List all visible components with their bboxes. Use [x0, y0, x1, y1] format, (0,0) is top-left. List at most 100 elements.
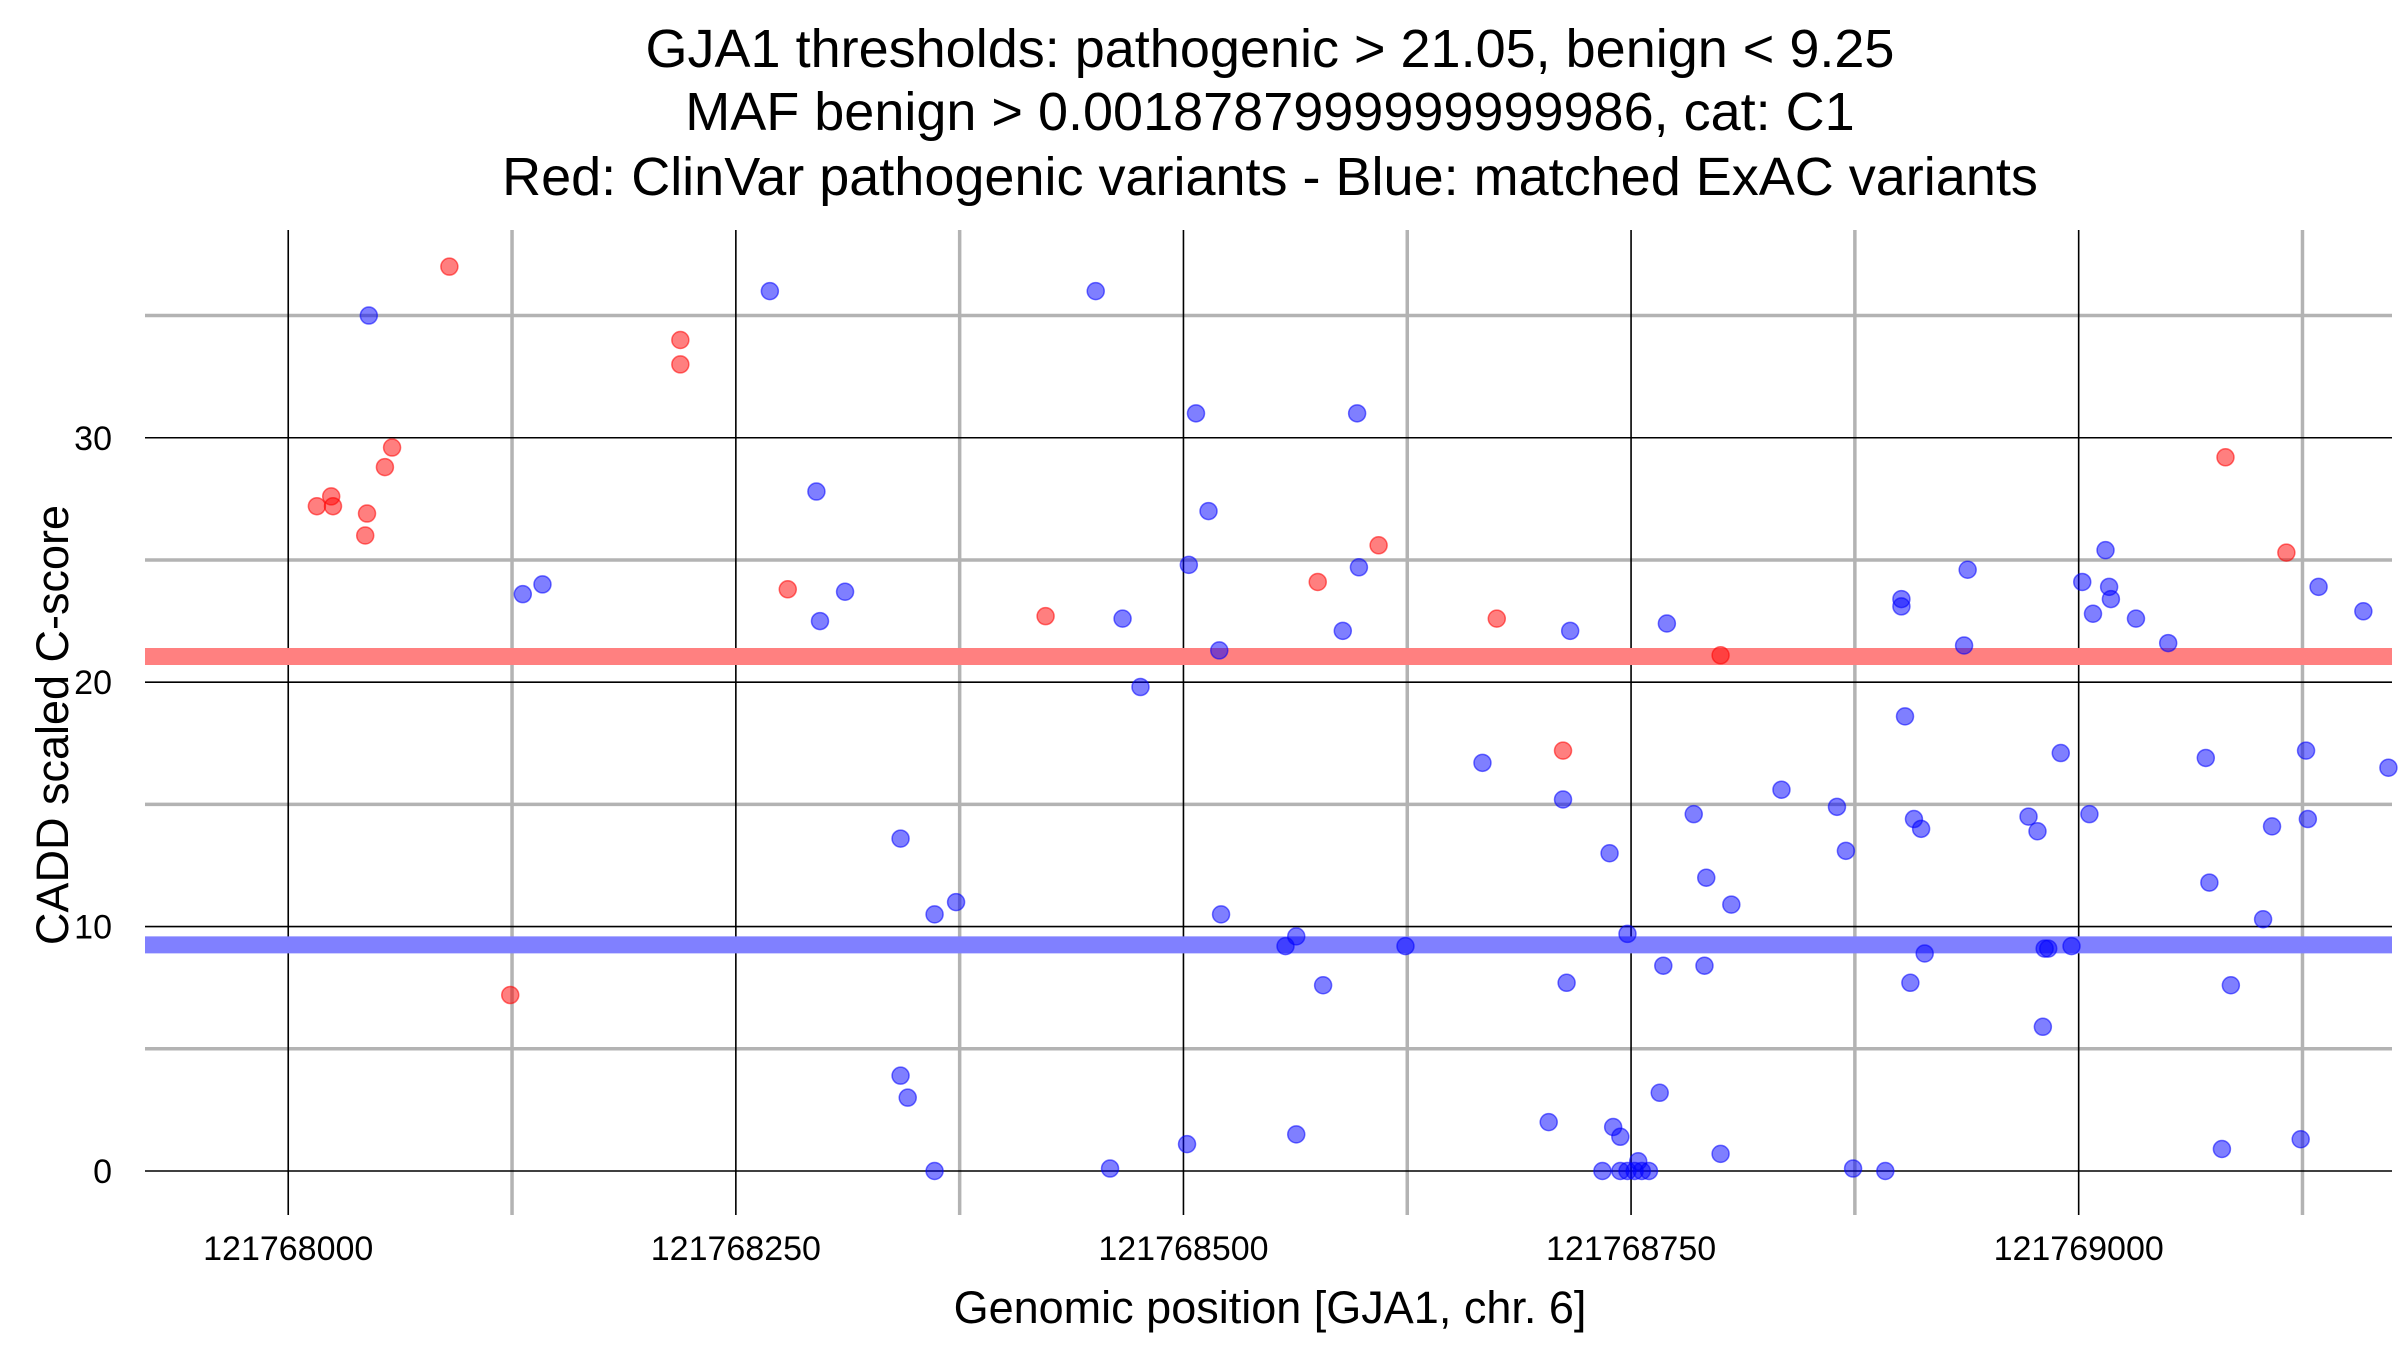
pathogenic-point — [2277, 543, 2296, 562]
exac-point — [1349, 558, 1369, 577]
pathogenic-point — [1036, 606, 1055, 626]
exac-point — [1618, 924, 1637, 944]
exac-point — [1843, 1159, 1863, 1178]
exac-point — [1772, 780, 1791, 799]
pathogenic-point — [323, 496, 343, 516]
x-axis-ticks: 121768000 121768250 121768500 121768750 1217… — [203, 1230, 2164, 1268]
exac-point — [2221, 975, 2241, 995]
exac-point — [2291, 1129, 2310, 1149]
exac-point — [1654, 956, 1673, 975]
title-line-2: MAF benign > 0.0018787999999999986, cat:… — [685, 82, 1854, 142]
exac-point — [1287, 1125, 1306, 1144]
y-tick-label: 30 — [74, 420, 112, 458]
exac-point — [1113, 609, 1132, 628]
exac-point — [2019, 807, 2038, 826]
data-points — [307, 257, 2398, 1181]
exac-point — [2354, 602, 2373, 621]
pathogenic-point — [1711, 646, 1730, 665]
exac-point — [1396, 936, 1415, 956]
exac-point — [2379, 758, 2398, 777]
pathogenic-point — [2216, 448, 2235, 467]
pathogenic-point — [357, 504, 377, 523]
exac-point — [2200, 873, 2219, 892]
exac-point — [1086, 281, 1105, 301]
exac-point — [1177, 1134, 1197, 1154]
exac-point — [359, 306, 379, 325]
exac-point — [1836, 841, 1856, 861]
exac-point — [1684, 804, 1703, 824]
exac-point — [1210, 641, 1229, 660]
exac-point — [1560, 621, 1580, 641]
exac-point — [2033, 1017, 2053, 1037]
exac-point — [2309, 577, 2328, 597]
exac-point — [1954, 636, 1974, 655]
title-line-1: GJA1 thresholds: pathogenic > 21.05, ben… — [646, 19, 1895, 79]
exac-point — [2262, 817, 2282, 836]
exac-point — [1611, 1127, 1630, 1147]
exac-point — [1911, 819, 1931, 839]
exac-point — [2096, 540, 2115, 560]
exac-point — [1895, 707, 1915, 726]
exac-point — [891, 1066, 910, 1085]
pathogenic-point — [500, 985, 520, 1005]
exac-point — [835, 582, 855, 601]
exac-point — [1199, 501, 1218, 521]
exac-point — [1901, 973, 1920, 993]
exac-point — [1100, 1159, 1120, 1178]
exac-point — [1695, 956, 1714, 975]
x-tick-label: 121769000 — [1994, 1230, 2164, 1268]
exac-point — [1600, 844, 1619, 863]
exac-point — [2253, 910, 2273, 929]
exac-point — [1593, 1161, 1612, 1181]
exac-point — [946, 892, 966, 912]
y-tick-label: 20 — [74, 664, 112, 702]
exac-point — [1186, 404, 1206, 423]
exac-point — [2051, 743, 2071, 763]
exac-point — [2028, 822, 2047, 841]
exac-point — [807, 482, 826, 501]
exac-point — [1313, 975, 1333, 995]
x-tick-label: 121768500 — [1098, 1230, 1268, 1268]
exac-point — [1697, 868, 1716, 887]
exac-series — [359, 281, 2398, 1181]
pathogenic-point — [1487, 609, 1507, 628]
exac-point — [2196, 748, 2216, 768]
exac-point — [2212, 1139, 2232, 1159]
exac-point — [2296, 741, 2316, 760]
title-line-3: Red: ClinVar pathogenic variants - Blue:… — [502, 147, 2038, 207]
exac-point — [513, 584, 533, 604]
pathogenic-point — [375, 457, 395, 477]
exac-point — [898, 1088, 917, 1107]
exac-point — [1876, 1161, 1895, 1181]
x-tick-label: 121768750 — [1546, 1230, 1716, 1268]
pathogenic-point — [1369, 536, 1388, 555]
exac-point — [1958, 560, 1977, 579]
pathogenic-point — [355, 526, 375, 545]
x-axis-title: Genomic position [GJA1, chr. 6] — [954, 1282, 1587, 1333]
pathogenic-point — [778, 580, 798, 599]
exac-point — [1347, 404, 1367, 423]
exac-point — [1539, 1112, 1558, 1132]
exac-point — [1657, 614, 1677, 633]
pathogenic-point — [671, 330, 690, 350]
exac-point — [2126, 609, 2146, 628]
exac-point — [1333, 621, 1353, 641]
exac-point — [1639, 1161, 1659, 1181]
exac-point — [2038, 939, 2058, 958]
exac-point — [760, 281, 780, 301]
y-axis-title: CADD scaled C-score — [27, 505, 78, 945]
exac-point — [925, 905, 944, 924]
exac-point — [1179, 555, 1199, 575]
pathogenic-point — [382, 438, 402, 457]
pathogenic-point — [1553, 741, 1573, 760]
exac-point — [2083, 604, 2103, 623]
pathogenic-series — [307, 257, 2296, 1005]
exac-point — [1211, 905, 1231, 924]
y-axis-ticks: 0 10 20 30 — [74, 420, 112, 1191]
x-tick-label: 121768000 — [203, 1230, 373, 1268]
exac-point — [1711, 1144, 1730, 1164]
pathogenic-point — [671, 355, 690, 374]
exac-point — [1892, 597, 1911, 616]
